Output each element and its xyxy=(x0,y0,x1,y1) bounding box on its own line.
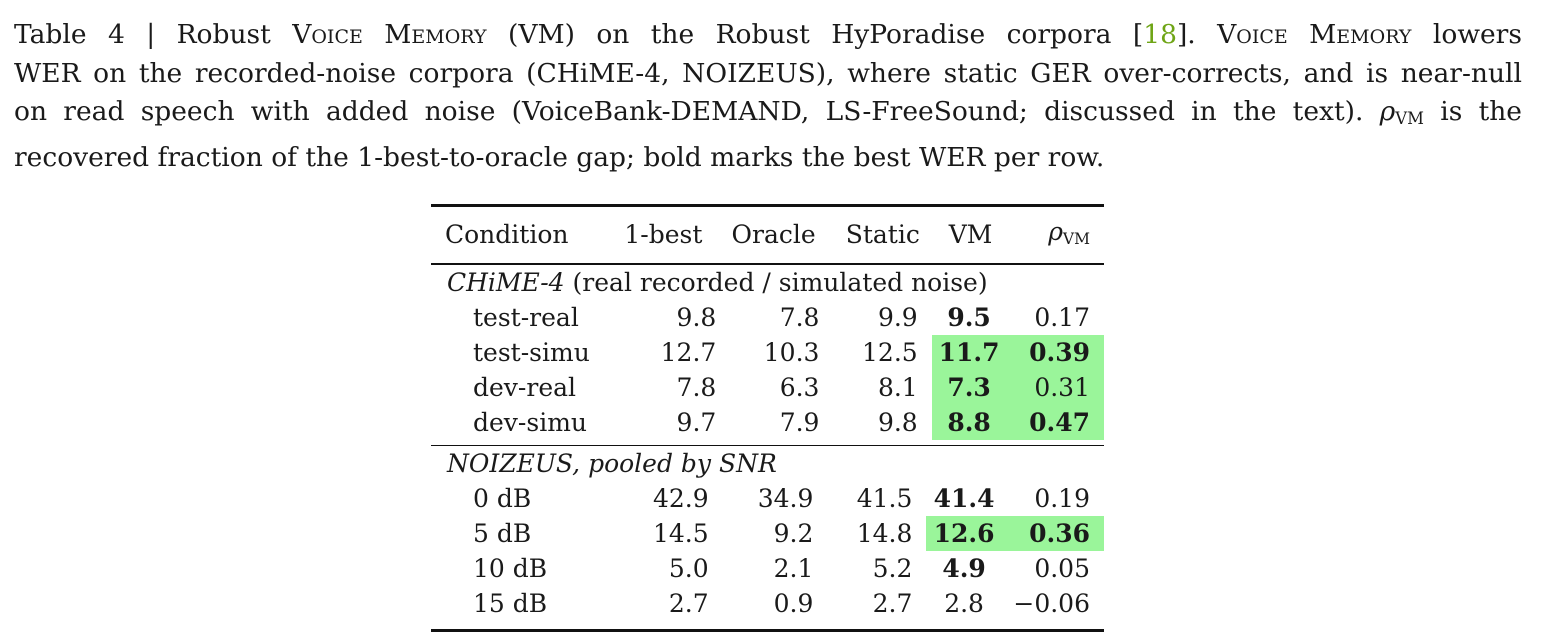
table-row: 15 dB 2.7 0.9 2.7 2.8 −0.06 xyxy=(431,586,1104,621)
cell-rho: 0.05 xyxy=(1034,554,1090,584)
cell-static: 9.8 xyxy=(877,407,918,437)
table-row: test-real 9.8 7.8 9.9 9.5 0.17 xyxy=(431,300,1104,335)
caption-separator: | xyxy=(146,19,156,50)
rho-symbol: ρ xyxy=(1379,96,1396,127)
table-body: Condition 1-best Oracle Static VM ρVM xyxy=(431,207,1104,264)
cell-condition: dev-simu xyxy=(473,407,588,437)
caption-text: (VM) on the Robust HyPoradise corpora [ xyxy=(507,19,1144,50)
cell-onebest: 42.9 xyxy=(653,484,709,514)
header-static: Static xyxy=(845,219,920,249)
header-oracle: Oracle xyxy=(731,219,816,249)
cell-static: 5.2 xyxy=(872,554,913,584)
cell-oracle: 2.1 xyxy=(773,554,814,584)
cell-static: 8.1 xyxy=(877,372,918,402)
cell-condition: 10 dB xyxy=(473,554,548,584)
cell-onebest: 9.8 xyxy=(676,302,717,332)
header-vm: VM xyxy=(948,219,993,249)
cell-static: 2.7 xyxy=(872,589,913,619)
cell-rho: −0.06 xyxy=(1013,589,1090,619)
header-row: Condition 1-best Oracle Static VM ρVM xyxy=(431,207,1104,264)
table-row: 5 dB 14.5 9.2 14.8 12.6 0.36 xyxy=(431,516,1104,552)
table-row: test-simu 12.7 10.3 12.5 11.7 0.39 xyxy=(431,334,1104,370)
cell-rho: 0.19 xyxy=(1034,484,1090,514)
table-row: dev-simu 9.7 7.9 9.8 8.8 0.47 xyxy=(431,404,1104,440)
cell-onebest: 14.5 xyxy=(653,519,709,549)
cell-oracle: 10.3 xyxy=(763,337,820,367)
group-rule xyxy=(431,444,1104,447)
cell-static: 9.9 xyxy=(877,302,918,332)
cell-onebest: 5.0 xyxy=(668,554,709,584)
cell-static: 41.5 xyxy=(856,484,913,514)
cell-vm-highlight: 8.8 xyxy=(931,404,1007,440)
table-caption: Table 4 | Robust Voice Memory (VM) on th… xyxy=(14,16,1522,177)
group-name: CHiME-4 xyxy=(447,267,565,297)
cell-vm: 4.9 xyxy=(942,554,986,584)
table-group-chime: CHiME-4 (real recorded / simulated noise… xyxy=(431,265,1104,440)
cell-rho: 0.17 xyxy=(1034,302,1090,332)
cell-onebest: 2.7 xyxy=(668,589,709,619)
cell-onebest: 9.7 xyxy=(676,407,717,437)
cell-condition: 15 dB xyxy=(473,589,548,619)
caption-smallcaps: Voice Memory xyxy=(292,19,487,50)
results-table: Condition 1-best Oracle Static VM ρVM CH… xyxy=(431,204,1104,632)
caption-line-2: WER on the recorded-noise corpora (CHiME… xyxy=(14,57,1522,89)
cell-vm-highlight: 7.3 xyxy=(931,369,1007,405)
table-label: Table 4 xyxy=(14,19,125,50)
rho-subscript: VM xyxy=(1062,229,1090,248)
group-desc: (real recorded / simulated noise) xyxy=(572,267,988,297)
header-condition: Condition xyxy=(445,219,569,249)
cell-condition: test-real xyxy=(473,302,579,332)
cell-condition: dev-real xyxy=(473,372,577,402)
group-header-chime: CHiME-4 (real recorded / simulated noise… xyxy=(431,265,1104,300)
cell-vm-highlight: 11.7 xyxy=(931,334,1007,370)
caption-text: lowers xyxy=(1432,19,1522,50)
caption-text: ]. xyxy=(1176,19,1196,50)
table-row: 10 dB 5.0 2.1 5.2 4.9 0.05 xyxy=(431,551,1104,586)
top-rule xyxy=(431,204,1104,207)
cell-static: 12.5 xyxy=(862,337,918,367)
cell-onebest: 12.7 xyxy=(660,337,717,367)
header-onebest: 1-best xyxy=(624,219,703,249)
caption-line-3: on read speech with added noise (VoiceBa… xyxy=(14,93,1522,139)
cell-rho-highlight: 0.36 xyxy=(1001,516,1104,552)
table-group-noizeus: NOIZEUS, pooled by SNR 0 dB 42.9 34.9 41… xyxy=(431,446,1104,621)
cell-oracle: 0.9 xyxy=(773,589,814,619)
caption-text: Robust xyxy=(176,19,271,50)
group-name: NOIZEUS, pooled by SNR xyxy=(447,449,777,479)
caption-line-1: Table 4 | Robust Voice Memory (VM) on th… xyxy=(14,16,1522,55)
cell-oracle: 7.8 xyxy=(779,302,820,332)
cell-oracle: 6.3 xyxy=(779,372,820,402)
header-rho: ρVM xyxy=(1007,207,1104,264)
bottom-rule xyxy=(431,629,1104,632)
cell-onebest: 7.8 xyxy=(676,372,717,402)
cell-rho-highlight: 0.39 xyxy=(1006,334,1104,370)
cell-vm: 9.5 xyxy=(947,302,991,332)
cell-vm-highlight: 12.6 xyxy=(926,516,1002,552)
caption-line-4: recovered fraction of the 1-best-to-orac… xyxy=(14,141,1105,173)
table-row: dev-real 7.8 6.3 8.1 7.3 0.31 xyxy=(431,369,1104,405)
cell-vm: 41.4 xyxy=(933,484,995,514)
cell-oracle: 7.9 xyxy=(779,407,820,437)
cell-condition: 0 dB xyxy=(473,484,532,514)
cell-vm: 2.8 xyxy=(944,589,984,619)
cell-oracle: 9.2 xyxy=(773,519,814,549)
rho-subscript: VM xyxy=(1395,109,1424,129)
caption-text: on read speech with added noise (VoiceBa… xyxy=(14,96,1364,127)
table-row: 0 dB 42.9 34.9 41.5 41.4 0.19 xyxy=(431,481,1104,516)
mid-rule xyxy=(431,263,1104,265)
rho-symbol: ρ xyxy=(1048,216,1063,246)
citation-link[interactable]: 18 xyxy=(1143,19,1177,50)
group-header-noizeus: NOIZEUS, pooled by SNR xyxy=(431,446,1104,481)
cell-oracle: 34.9 xyxy=(757,484,814,514)
cell-static: 14.8 xyxy=(856,519,913,549)
cell-condition: test-simu xyxy=(473,337,590,367)
cell-rho-highlight: 0.31 xyxy=(1006,369,1104,405)
caption-smallcaps: Voice Memory xyxy=(1217,19,1412,50)
cell-condition: 5 dB xyxy=(473,519,532,549)
cell-rho-highlight: 0.47 xyxy=(1006,404,1104,440)
caption-text: is the xyxy=(1440,96,1522,127)
